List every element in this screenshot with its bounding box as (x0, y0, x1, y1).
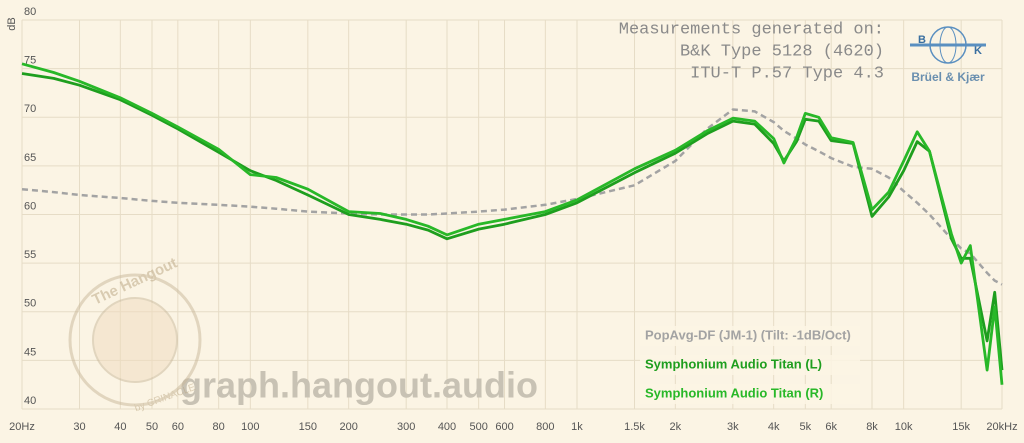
y-tick-label: 75 (24, 55, 36, 67)
series-line (21, 108, 1003, 286)
y-tick-label: 45 (24, 346, 36, 358)
legend: PopAvg-DF (JM-1) (Tilt: -1dB/Oct) Symphon… (640, 326, 860, 404)
x-tick-label: 300 (397, 421, 415, 433)
x-tick-label: 2k (670, 421, 682, 433)
legend-background (640, 384, 860, 404)
x-tick-label: 3k (727, 421, 739, 433)
badge-ring (68, 273, 202, 407)
x-tick-label: 200 (339, 421, 357, 433)
x-tick-label: 150 (299, 421, 317, 433)
x-tick-label: 60 (172, 421, 184, 433)
x-tick-label: 6k (825, 421, 837, 433)
x-tick-label: 15k (952, 421, 970, 433)
y-tick-label: 50 (24, 298, 36, 310)
header-line: ITU-T P.57 Type 4.3 (690, 64, 884, 83)
y-tick-label: 60 (24, 200, 36, 212)
header-line: B&K Type 5128 (4620) (680, 42, 884, 61)
y-axis-label: dB (6, 17, 18, 30)
watermark: graph.hangout.audio (180, 365, 538, 406)
x-tick-label: 5k (800, 421, 812, 433)
x-tick-label: 1k (571, 421, 583, 433)
y-tick-label: 55 (24, 249, 36, 261)
series-line (21, 62, 1004, 385)
x-tick-label: 600 (495, 421, 513, 433)
x-tick-label: 8k (866, 421, 878, 433)
x-tick-label: 1.5k (624, 421, 645, 433)
y-tick-label: 65 (24, 152, 36, 164)
legend-label: Symphonium Audio Titan (R) (645, 385, 823, 400)
x-tick-label: 80 (213, 421, 225, 433)
logo-name: Brüel & Kjær (911, 70, 985, 84)
header-line: Measurements generated on: (619, 20, 884, 39)
lines (21, 62, 1004, 385)
grid: 20Hz 30 40 50 60 80 100 150 200 300 400 500 600 800 1k… (6, 6, 1018, 433)
logo-letter: K (974, 45, 982, 57)
series-line (21, 72, 1004, 371)
logo: B K Brüel & Kjær (910, 26, 986, 84)
x-tick-label: 100 (241, 421, 259, 433)
legend-label: Symphonium Audio Titan (L) (645, 356, 822, 371)
x-tick-label: 50 (146, 421, 158, 433)
y-tick-label: 80 (24, 6, 36, 18)
x-tick-label: 10k (895, 421, 913, 433)
x-tick-label: 40 (114, 421, 126, 433)
x-tick-label: 400 (438, 421, 456, 433)
x-tick-label: 30 (73, 421, 85, 433)
y-tick-label: 70 (24, 103, 36, 115)
legend-background (640, 326, 860, 346)
x-tick-label: 500 (469, 421, 487, 433)
y-tick-label: 40 (24, 395, 36, 407)
badge-face (92, 297, 178, 383)
x-tick-label: 20kHz (986, 421, 1017, 433)
x-tick-label: 800 (536, 421, 554, 433)
logo-letter: B (918, 34, 926, 46)
x-tick-label: 4k (768, 421, 780, 433)
legend-background (640, 355, 860, 375)
x-tick-label: 20Hz (9, 421, 35, 433)
legend-label: PopAvg-DF (JM-1) (Tilt: -1dB/Oct) (645, 327, 851, 342)
